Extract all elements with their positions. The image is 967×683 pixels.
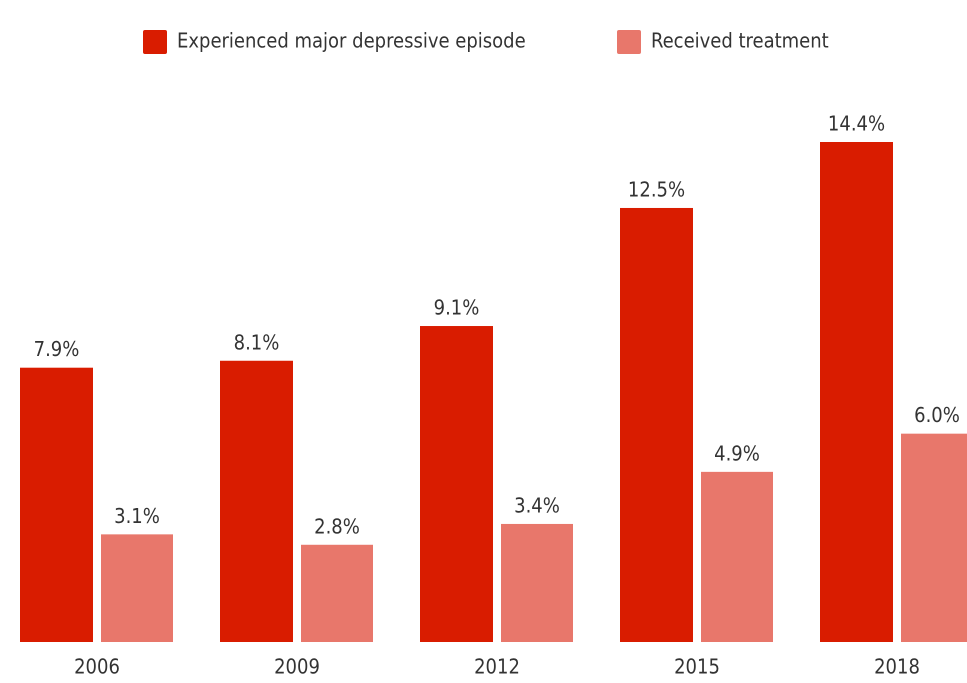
bar xyxy=(101,534,173,642)
bar xyxy=(220,360,293,642)
value-label: 3.4% xyxy=(514,493,560,517)
legend-swatch xyxy=(143,30,167,54)
value-label: 14.4% xyxy=(828,112,885,136)
value-label: 4.9% xyxy=(714,441,760,465)
bar xyxy=(501,523,573,642)
value-label: 6.0% xyxy=(914,403,960,427)
x-tick-label: 2006 xyxy=(74,655,120,679)
value-label: 7.9% xyxy=(34,337,80,361)
bar xyxy=(901,433,967,642)
bar xyxy=(301,544,373,642)
value-label: 3.1% xyxy=(114,504,160,528)
legend-label: Received treatment xyxy=(651,29,829,53)
bar xyxy=(820,142,893,642)
value-label: 12.5% xyxy=(628,177,685,201)
bar xyxy=(420,326,493,642)
bar xyxy=(620,207,693,642)
x-tick-label: 2009 xyxy=(274,655,320,679)
legend-label: Experienced major depressive episode xyxy=(177,29,526,53)
legend-swatch xyxy=(617,30,641,54)
x-tick-label: 2018 xyxy=(874,655,920,679)
bar xyxy=(20,367,93,642)
x-tick-label: 2012 xyxy=(474,655,520,679)
value-label: 9.1% xyxy=(434,296,480,320)
value-label: 8.1% xyxy=(234,330,280,354)
bar xyxy=(701,471,773,642)
x-tick-label: 2015 xyxy=(674,655,720,679)
value-label: 2.8% xyxy=(314,514,360,538)
